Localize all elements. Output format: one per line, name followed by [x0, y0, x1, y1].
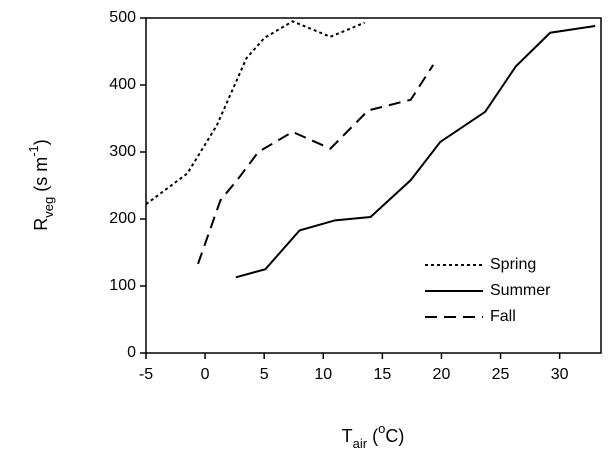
x-tick-label: 10 — [314, 366, 332, 383]
x-tick-label: 25 — [492, 366, 510, 383]
line — [145, 20, 366, 206]
legend-label: Summer — [490, 282, 551, 299]
y-tick-label: 300 — [109, 143, 136, 160]
line — [197, 64, 435, 265]
y-tick-label: 200 — [109, 210, 136, 227]
y-tick-label: 400 — [109, 76, 136, 93]
label-part: o — [378, 421, 385, 436]
y-tick-label: 0 — [127, 344, 136, 361]
label-part: -1 — [26, 145, 41, 157]
x-tick-label: 30 — [551, 366, 569, 383]
x-tick-label: 20 — [433, 366, 451, 383]
label-part: T — [342, 426, 353, 446]
label-part: ) — [31, 139, 51, 145]
x-tick-label: 0 — [201, 366, 210, 383]
label-part: air — [353, 436, 368, 451]
label-part: (s m — [31, 157, 51, 197]
line — [235, 25, 596, 279]
label-part: C) — [385, 426, 404, 446]
x-tick-label: -5 — [139, 366, 153, 383]
y-axis-label: Rveg (s m-1) — [26, 139, 56, 231]
plot-frame — [145, 17, 602, 354]
x-tick-label: 15 — [373, 366, 391, 383]
label-part: ( — [367, 426, 378, 446]
legend-label: Fall — [490, 308, 516, 325]
y-tick-label: 500 — [109, 9, 136, 26]
label-part: veg — [41, 197, 56, 218]
x-tick-label: 5 — [260, 366, 269, 383]
label-part: R — [31, 218, 51, 231]
x-axis-label: Tair (oC) — [342, 421, 405, 451]
y-tick-label: 100 — [109, 277, 136, 294]
legend-label: Spring — [490, 256, 536, 273]
